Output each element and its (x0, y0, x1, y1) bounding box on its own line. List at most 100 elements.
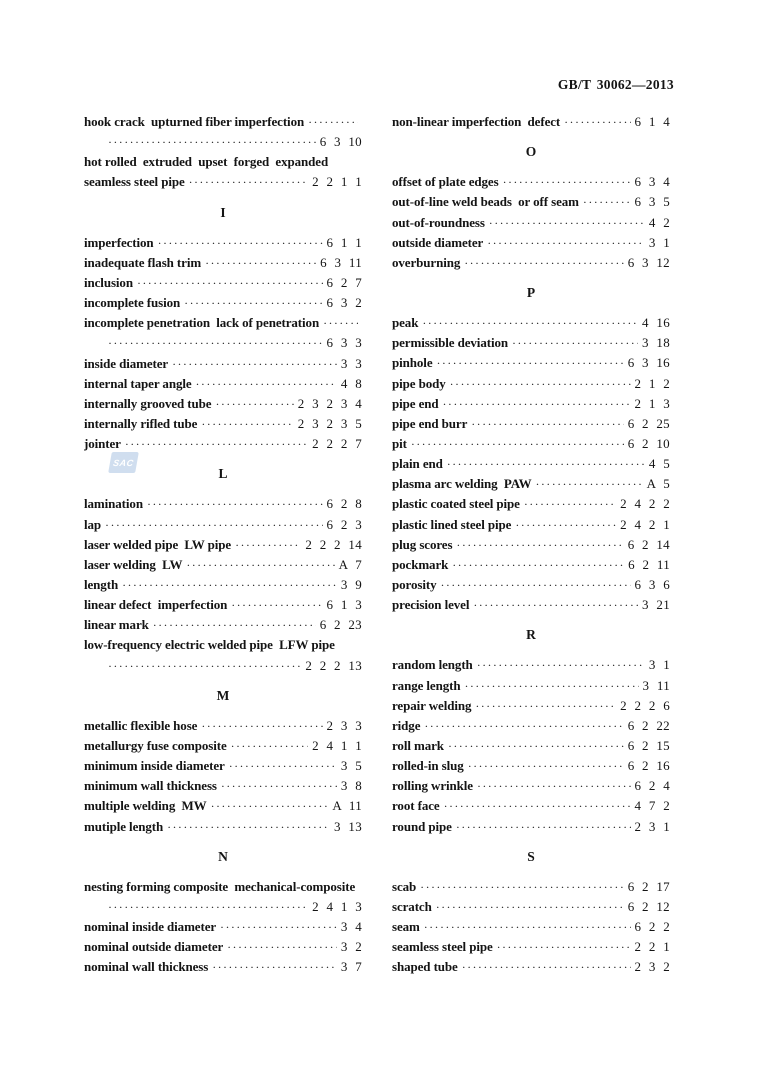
index-term: repair welding (392, 697, 472, 713)
index-ref: 6 2 22 (627, 717, 670, 733)
index-entry: plug scores ·····························… (392, 535, 670, 555)
index-term: roll mark (392, 737, 444, 753)
index-term: laser welded pipe LW pipe (84, 536, 232, 552)
index-entry: internal taper angle ····················… (84, 374, 362, 394)
index-ref: 6 2 8 (326, 496, 362, 512)
dot-leader: ········································… (422, 316, 639, 331)
index-term: pipe end burr (392, 415, 468, 431)
index-entry: pinhole ·································… (392, 353, 670, 373)
dot-leader: ········································… (464, 255, 624, 270)
index-ref: 6 2 7 (326, 274, 362, 290)
dot-leader: ········································… (152, 618, 316, 633)
index-entry: offset of plate edges ···················… (392, 172, 670, 192)
index-term: internal taper angle (84, 375, 192, 391)
index-ref: 6 2 4 (634, 778, 670, 794)
dot-leader: ········································… (323, 316, 358, 331)
index-ref: 3 9 (340, 576, 362, 592)
index-ref: 6 3 12 (627, 254, 670, 270)
index-term: ridge (392, 717, 421, 733)
dot-leader: ········································… (443, 799, 631, 814)
dot-leader: ········································… (502, 175, 631, 190)
index-term: metallurgy fuse composite (84, 737, 227, 753)
index-entry: roll mark ·······························… (392, 736, 670, 756)
index-term: plug scores (392, 536, 453, 552)
index-term: random length (392, 657, 473, 673)
index-entry: pipe end ································… (392, 394, 670, 414)
index-term: mutiple length (84, 818, 164, 834)
dot-leader: ········································… (188, 175, 309, 190)
index-term: laser welding LW (84, 556, 183, 572)
index-ref: 2 2 2 14 (305, 536, 362, 552)
index-entry: root face ·······························… (392, 796, 670, 816)
dot-leader: ········································… (167, 819, 330, 834)
index-ref: 2 2 2 13 (305, 657, 362, 673)
index-term: pinhole (392, 355, 433, 371)
index-term: nominal inside diameter (84, 919, 217, 935)
index-ref: 4 8 (340, 375, 362, 391)
dot-leader: ········································… (201, 416, 294, 431)
index-ref: 6 2 3 (326, 516, 362, 532)
section-heading-s: S (527, 848, 535, 864)
dot-leader: ········································… (184, 296, 322, 311)
section-heading-n: N (218, 848, 228, 864)
dot-leader: ········································… (195, 376, 337, 391)
index-entry: lap ·····································… (84, 515, 362, 535)
dot-leader: ········································… (108, 135, 316, 150)
index-ref: 3 1 (648, 657, 670, 673)
index-ref: A 5 (646, 476, 670, 492)
dot-leader: ········································… (231, 598, 323, 613)
index-ref: 6 3 5 (634, 194, 670, 210)
dot-leader: ········································… (228, 759, 337, 774)
index-term: plasma arc welding PAW (392, 476, 532, 492)
dot-leader: ········································… (215, 396, 294, 411)
index-ref: 6 1 1 (326, 234, 362, 250)
index-ref: 3 4 (340, 919, 362, 935)
index-ref: 2 4 1 1 (312, 737, 362, 753)
index-term: lamination (84, 496, 143, 512)
index-column-left: hook crack upturned fiber imperfection ··… (84, 112, 362, 977)
index-ref: A 11 (332, 798, 362, 814)
index-entry: minimum inside diameter ·················… (84, 756, 362, 776)
index-entry: hot rolled extruded upset forged expande… (84, 152, 362, 172)
index-term: seamless steel pipe (84, 174, 185, 190)
index-term: nominal outside diameter (84, 939, 224, 955)
index-ref: 6 3 3 (326, 335, 362, 351)
index-ref: 6 3 16 (627, 355, 670, 371)
section-heading-i: I (220, 204, 226, 220)
index-ref: 6 3 2 (326, 295, 362, 311)
index-term: metallic flexible hose (84, 717, 198, 733)
index-term: low-frequency electric welded pipe LFW p… (84, 637, 335, 653)
index-ref: 3 3 (340, 355, 362, 371)
index-term: seam (392, 919, 420, 935)
standard-number-header: GB/T 30062—2013 (557, 77, 674, 92)
index-term: range length (392, 677, 461, 693)
dot-leader: ········································… (235, 537, 301, 552)
index-entry: ridge ···································… (392, 716, 670, 736)
index-term: incomplete fusion (84, 295, 181, 311)
index-entry: plastic coated steel pipe ···············… (392, 494, 670, 514)
index-entry: plain end ·······························… (392, 454, 670, 474)
index-term: hook crack upturned fiber imperfection (84, 114, 305, 129)
dot-leader: ········································… (146, 497, 323, 512)
dot-leader: ········································… (461, 960, 631, 975)
index-entry: nominal outside diameter ················… (84, 937, 362, 957)
index-entry: inadequate flash trim ···················… (84, 253, 362, 273)
index-ref: 3 21 (642, 597, 670, 613)
index-ref: 2 2 2 6 (620, 697, 670, 713)
index-entry: range length ····························… (392, 676, 670, 696)
index-entry: linear mark ·····························… (84, 615, 362, 635)
dot-leader: ········································… (512, 336, 638, 351)
index-ref: A 7 (338, 556, 362, 572)
index-entry-continuation: ········································… (84, 333, 362, 353)
dot-leader: ········································… (423, 920, 631, 935)
dot-leader: ········································… (523, 497, 616, 512)
index-term: hot rolled extruded upset forged expande… (84, 154, 329, 170)
dot-leader: ········································… (487, 235, 645, 250)
index-entry: nominal inside diameter ·················… (84, 917, 362, 937)
index-ref: 6 1 3 (326, 597, 362, 613)
index-term: linear mark (84, 617, 149, 633)
index-term: permissible deviation (392, 335, 508, 351)
dot-leader: ········································… (308, 115, 358, 129)
index-entry: internally rifled tube··················… (84, 414, 362, 434)
